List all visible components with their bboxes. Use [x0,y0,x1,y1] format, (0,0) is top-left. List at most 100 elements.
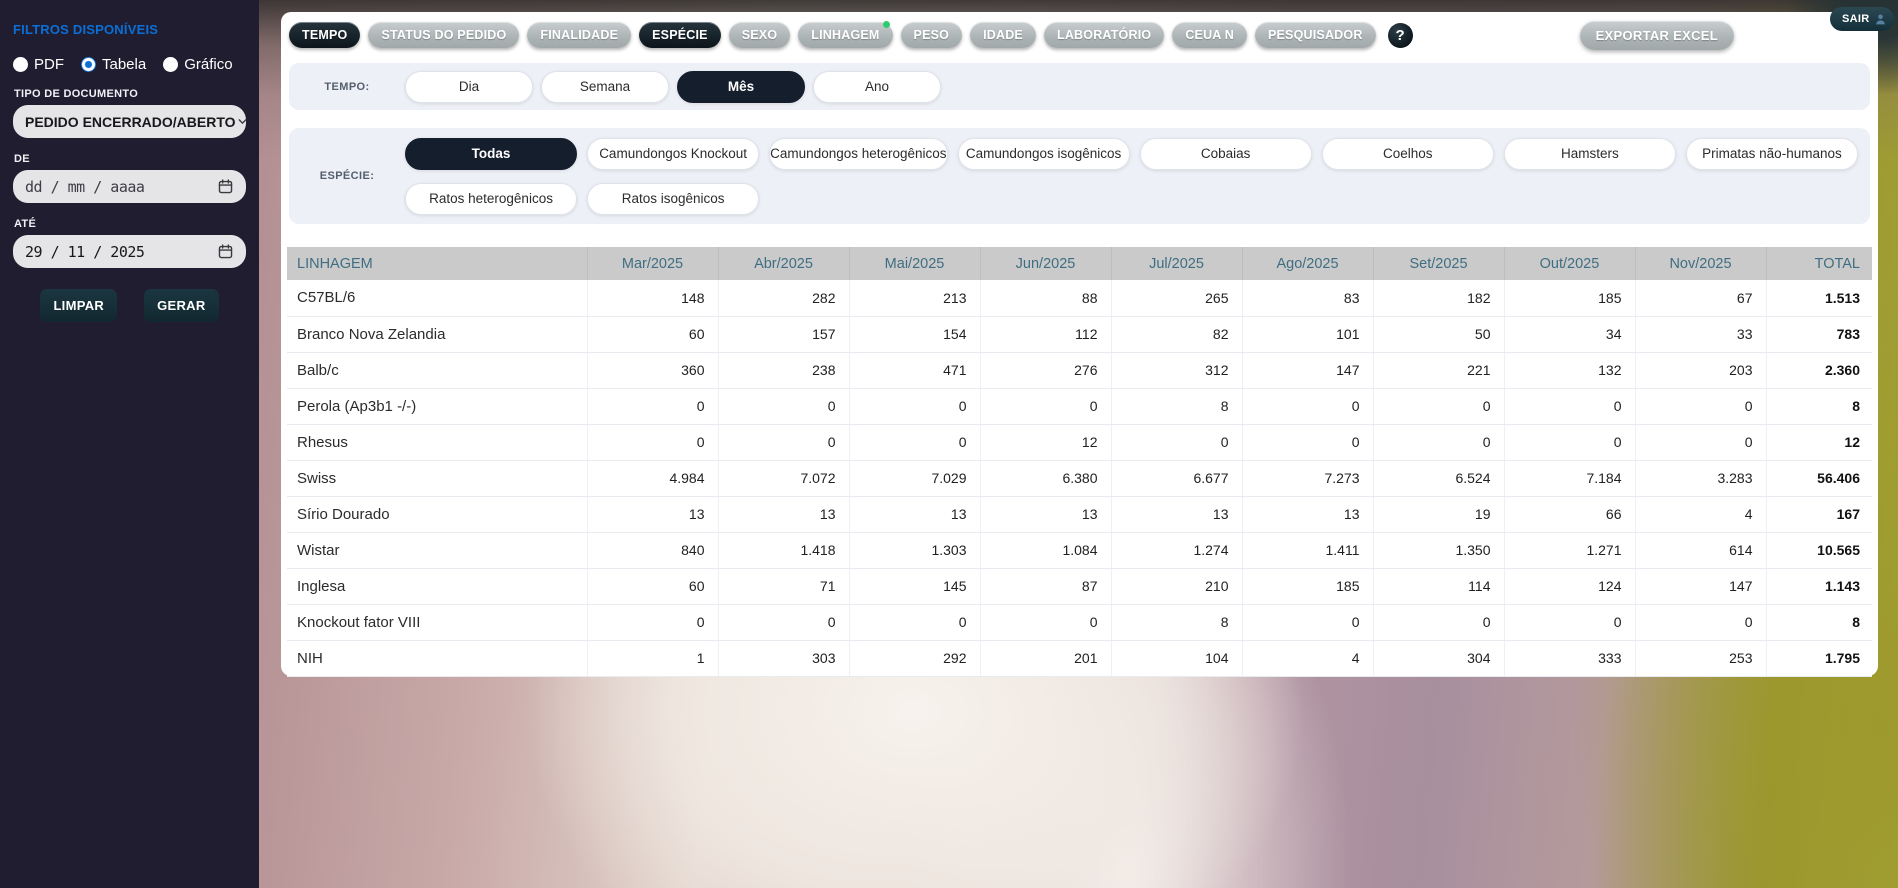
value-cell: 1 [587,640,719,677]
especie-option-primatas-nao-humanos[interactable]: Primatas não-humanos [1685,137,1858,170]
tab-laboratorio[interactable]: LABORATÓRIO [1043,22,1165,48]
value-cell: 1.084 [980,532,1112,569]
column-header-mar-2025: Mar/2025 [587,247,719,280]
value-cell: 0 [980,388,1112,425]
value-cell: 213 [849,280,981,317]
clear-button[interactable]: LIMPAR [40,289,118,322]
total-cell: 10.565 [1766,532,1872,569]
value-cell: 0 [1635,424,1767,461]
value-cell: 4 [1635,496,1767,533]
filter-tabs: TEMPO STATUS DO PEDIDO FINALIDADE ESPÉCIE SE… [289,21,1376,48]
document-type-value: PEDIDO ENCERRADO/ABERTO [25,113,236,130]
tab-linhagem[interactable]: LINHAGEM [798,21,893,48]
date-from-label: DE [14,153,30,165]
column-header-mai-2025: Mai/2025 [849,247,981,280]
value-cell: 104 [1111,640,1243,677]
table-row: NIH 1 303 292 201 104 4 304 333 253 1.795 [287,640,1872,677]
radio-option-grafico[interactable]: Gráfico [163,56,233,73]
value-cell: 185 [1242,568,1374,605]
output-format-radios: PDF Tabela Gráfico [13,56,246,73]
tab-label: TEMPO [302,28,348,42]
tab-label: FINALIDADE [540,28,619,42]
tab-status-do-pedido[interactable]: STATUS DO PEDIDO [368,22,520,48]
especie-option-todas[interactable]: Todas [405,137,578,170]
value-cell: 1.274 [1111,532,1243,569]
value-cell: 471 [849,352,981,389]
tempo-option-mes[interactable]: Mês [677,70,805,103]
value-cell: 0 [1242,424,1374,461]
especie-option-hamsters[interactable]: Hamsters [1503,137,1676,170]
column-header-jun-2025: Jun/2025 [980,247,1112,280]
total-cell: 167 [1766,496,1872,533]
value-cell: 614 [1635,532,1767,569]
tab-label: LABORATÓRIO [1056,28,1152,42]
column-header-abr-2025: Abr/2025 [718,247,850,280]
value-cell: 147 [1635,568,1767,605]
value-cell: 312 [1111,352,1243,389]
especie-option-ratos-heterogenicos[interactable]: Ratos heterogênicos [405,182,578,215]
value-cell: 13 [587,496,719,533]
document-type-select[interactable]: PEDIDO ENCERRADO/ABERTO [13,105,247,138]
tab-tempo[interactable]: TEMPO [289,22,361,48]
tab-label: CEUA N [1185,28,1234,42]
especie-option-camundongos-isogenicos[interactable]: Camundongos isogênicos [957,137,1130,170]
value-cell: 1.303 [849,532,981,569]
help-button[interactable]: ? [1387,22,1413,48]
radio-option-label: PDF [34,56,64,73]
calendar-icon[interactable] [217,178,234,195]
especie-option-camundongos-knockout[interactable]: Camundongos Knockout [587,137,760,170]
total-cell: 56.406 [1766,460,1872,497]
user-exit-icon [1874,13,1887,26]
tab-ceua-n[interactable]: CEUA N [1172,22,1247,48]
export-excel-button[interactable]: EXPORTAR EXCEL [1579,20,1734,50]
tab-especie[interactable]: ESPÉCIE [639,22,721,48]
value-cell: 238 [718,352,850,389]
especie-options: Todas Camundongos Knockout Camundongos het… [405,137,1858,215]
tab-pesquisador[interactable]: PESQUISADOR [1254,22,1376,48]
tempo-option-dia[interactable]: Dia [405,70,533,103]
calendar-icon[interactable] [217,243,234,260]
tempo-option-ano[interactable]: Ano [813,70,941,103]
exit-button[interactable]: SAIR [1830,7,1895,31]
lineage-name-cell: Inglesa [287,568,588,605]
sidebar-title: FILTROS DISPONÍVEIS [13,22,159,37]
table-row: Wistar 840 1.418 1.303 1.084 1.274 1.411 1.350 1… [287,532,1872,569]
tab-idade[interactable]: IDADE [970,22,1036,48]
filter-tab-bar: TEMPO STATUS DO PEDIDO FINALIDADE ESPÉCIE SE… [287,20,1872,50]
value-cell: 50 [1373,316,1505,353]
especie-option-coelhos[interactable]: Coelhos [1321,137,1494,170]
date-from-input[interactable]: dd / mm / aaaa [13,170,246,203]
value-cell: 203 [1635,352,1767,389]
value-cell: 1.350 [1373,532,1505,569]
especie-option-cobaias[interactable]: Cobaias [1139,137,1312,170]
value-cell: 145 [849,568,981,605]
value-cell: 4.984 [587,460,719,497]
value-cell: 221 [1373,352,1505,389]
value-cell: 124 [1504,568,1636,605]
radio-option-tabela[interactable]: Tabela [81,56,146,73]
tab-finalidade[interactable]: FINALIDADE [527,22,632,48]
value-cell: 0 [1504,424,1636,461]
lineage-name-cell: Rhesus [287,424,588,461]
especie-option-camundongos-heterogenicos[interactable]: Camundongos heterogênicos [769,137,948,170]
generate-button[interactable]: GERAR [144,289,219,322]
tab-peso[interactable]: PESO [900,22,963,48]
radio-option-pdf[interactable]: PDF [13,56,64,73]
especie-option-ratos-isogenicos[interactable]: Ratos isogênicos [587,182,760,215]
value-cell: 88 [980,280,1112,317]
value-cell: 0 [1111,424,1243,461]
tempo-option-semana[interactable]: Semana [541,70,669,103]
date-to-input[interactable]: 29 / 11 / 2025 [13,235,246,268]
value-cell: 13 [1111,496,1243,533]
value-cell: 12 [980,424,1112,461]
tab-label: STATUS DO PEDIDO [381,28,507,42]
tab-sexo[interactable]: SEXO [728,22,791,48]
value-cell: 0 [1504,388,1636,425]
column-header-ago-2025: Ago/2025 [1242,247,1374,280]
tab-label: PESO [913,28,950,42]
table-row: Inglesa 60 71 145 87 210 185 114 124 147 1.143 [287,568,1872,605]
value-cell: 7.184 [1504,460,1636,497]
table-row: Sírio Dourado 13 13 13 13 13 13 19 66 4 167 [287,496,1872,533]
table-row: Swiss 4.984 7.072 7.029 6.380 6.677 7.273 6.524… [287,460,1872,497]
value-cell: 0 [718,388,850,425]
